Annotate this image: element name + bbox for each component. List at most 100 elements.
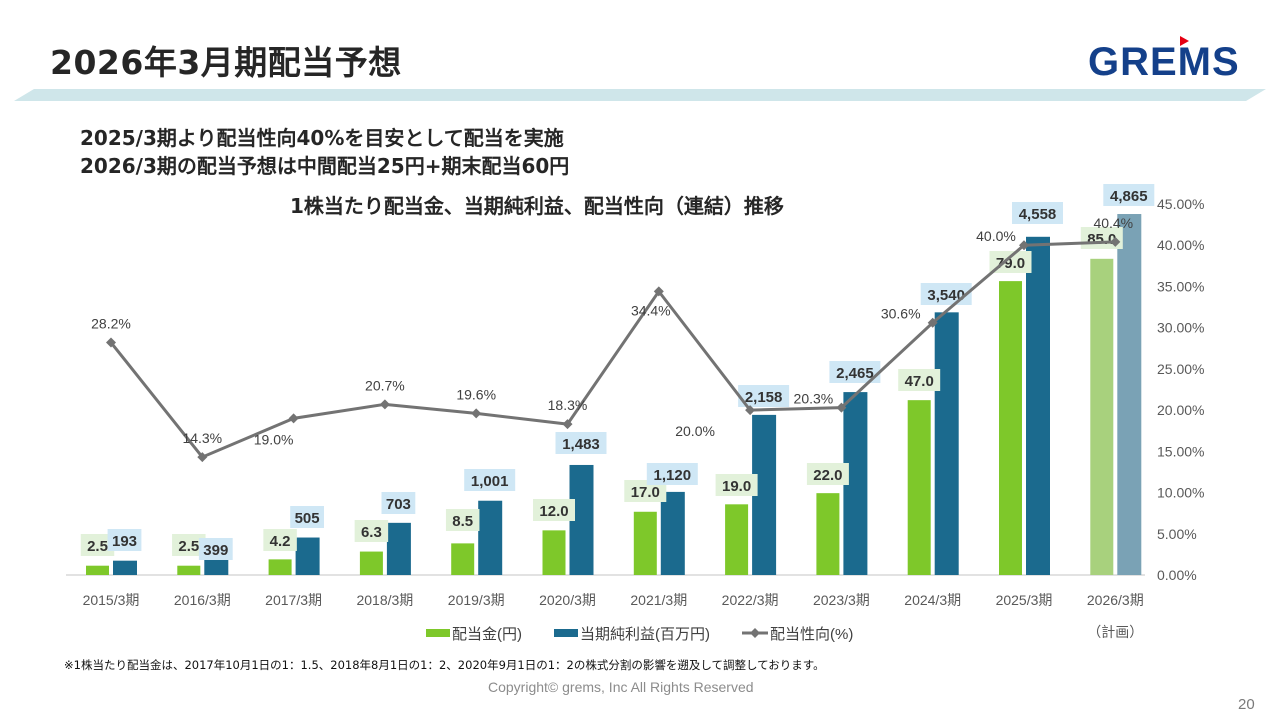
logo-flag-icon [1180,36,1189,46]
net-income-label-box [555,432,607,454]
net-income-data-label: 2,158 [745,389,783,406]
dividend-label-box [80,534,115,556]
dividend-data-label: 2.5 [87,538,108,555]
net-income-label-box [920,283,972,305]
payout-ratio-data-label: 14.3% [182,430,222,446]
header-divider-band [14,89,1266,101]
payout-ratio-marker [562,419,573,430]
x-tick-label: 2020/3期 [539,592,596,608]
y-right-tick-label: 10.00% [1157,485,1204,501]
net-income-bar [843,392,868,575]
dividend-label-box [445,509,480,531]
net-income-bar [113,560,137,575]
net-income-data-label: 4,865 [1110,188,1148,205]
net-income-data-label: 4,558 [1019,206,1057,223]
dividend-bar [86,565,109,575]
dividend-bar [999,281,1022,575]
y-right-tick-label: 30.00% [1157,320,1204,336]
x-tick-sublabel: （計画） [1087,624,1143,640]
dividend-bar [359,551,383,575]
dividend-bar [177,565,201,575]
x-tick-label: 2022/3期 [722,592,779,608]
net-income-bar [204,545,229,575]
dividend-label-box [172,534,206,556]
net-income-data-label: 2,465 [836,365,874,382]
y-right-tick-label: 45.00% [1157,196,1204,212]
payout-ratio-data-label: 18.3% [548,397,588,413]
message-line-1: 2025/3期より配当性向40%を目安として配当を実施 [80,126,564,150]
y-right-tick-label: 40.00% [1157,237,1204,253]
net-income-bar [752,414,777,575]
net-income-bar [478,500,503,575]
y-right-tick-label: 5.00% [1157,526,1197,542]
dividend-data-label: 4.2 [270,533,291,550]
x-tick-label: 2026/3期 [1087,592,1144,608]
dividend-bar [816,493,840,575]
net-income-label-box [738,385,790,407]
payout-ratio-data-label: 40.0% [976,228,1016,244]
net-income-bar [569,464,594,575]
payout-ratio-data-label: 28.2% [91,316,131,332]
dividend-data-label: 19.0 [722,478,751,495]
net-income-label-box [198,538,233,560]
net-income-label-box [646,463,698,485]
dividend-bar [268,559,292,575]
net-income-bar [386,522,411,575]
y-right-tick-label: 15.00% [1157,443,1204,459]
net-income-data-label: 399 [203,542,228,559]
net-income-bar [660,491,685,575]
dividend-bar [542,530,566,575]
legend-label: 当期純利益(百万円) [580,626,710,643]
dividend-data-label: 2.5 [178,538,199,555]
net-income-data-label: 1,120 [654,467,692,484]
payout-ratio-marker [927,317,938,328]
net-income-bar [934,312,959,575]
x-tick-label: 2015/3期 [83,592,140,608]
legend-label: 配当金(円) [452,626,522,643]
net-income-data-label: 1,001 [471,473,509,490]
dividend-bar [907,400,931,575]
payout-ratio-marker [836,402,847,413]
payout-ratio-data-label: 19.0% [254,431,294,447]
payout-ratio-line [109,240,1116,459]
payout-ratio-marker [197,452,208,463]
dividend-bar [451,543,475,575]
dividend-label-box [715,474,758,496]
y-right-tick-label: 0.00% [1157,567,1197,583]
net-income-label-box [464,469,516,491]
footnote: ※1株当たり配当金は、2017年10月1日の1：1.5、2018年8月1日の1：… [64,658,825,672]
net-income-data-label: 1,483 [562,436,600,453]
legend-swatch [554,629,578,637]
net-income-label-box [1012,202,1063,224]
payout-ratio-marker [288,413,299,424]
y-right-tick-label: 35.00% [1157,278,1204,294]
message-line-2: 2026/3期の配当予想は中間配当25円+期末配当60円 [80,154,570,178]
net-income-data-label: 193 [112,533,137,550]
copyright: Copyright© grems, Inc All Rights Reserve… [488,679,754,695]
dividend-data-label: 17.0 [631,484,660,501]
legend-marker [750,628,760,638]
dividend-label-box [624,480,667,502]
payout-ratio-marker [106,337,116,348]
dividend-data-label: 79.0 [996,255,1025,272]
page-title: 2026年3月期配当予想 [50,43,402,82]
payout-ratio-marker [745,405,756,416]
dividend-label-box [806,463,849,485]
net-income-data-label: 505 [295,510,320,527]
payout-ratio-data-label: 20.0% [675,423,715,439]
x-tick-label: 2017/3期 [265,592,322,608]
legend-label: 配当性向(%) [770,626,853,643]
net-income-label-box [107,529,142,551]
dividend-label-box [898,369,941,391]
y-right-tick-label: 20.00% [1157,402,1204,418]
dividend-label-box [533,499,575,521]
x-tick-label: 2023/3期 [813,592,870,608]
payout-ratio-data-label: 40.4% [1093,215,1133,231]
x-tick-label: 2021/3期 [630,592,687,608]
y-right-tick-label: 25.00% [1157,361,1204,377]
chart-title: 1株当たり配当金、当期純利益、配当性向（連結）推移 [290,194,784,218]
dividend-label-box [263,529,297,551]
dividend-data-label: 12.0 [539,503,568,520]
x-tick-label: 2024/3期 [904,592,961,608]
